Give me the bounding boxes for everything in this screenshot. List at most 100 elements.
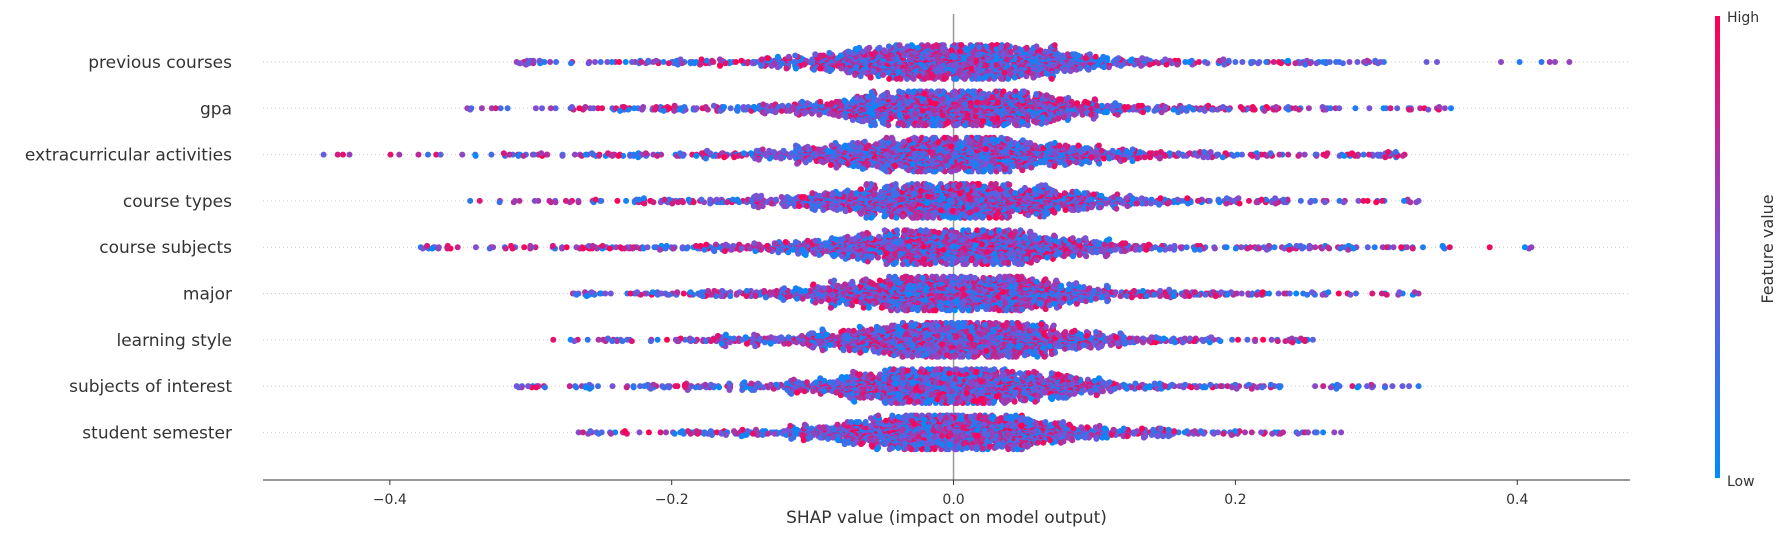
shap-point xyxy=(1146,61,1153,68)
shap-point xyxy=(937,122,944,129)
shap-point xyxy=(1066,111,1073,118)
shap-point xyxy=(817,65,823,72)
shap-point xyxy=(1091,96,1098,103)
shap-point xyxy=(968,65,975,72)
shap-point xyxy=(1109,147,1116,154)
shap-point xyxy=(1088,111,1095,118)
shap-point xyxy=(993,62,1000,68)
shap-point xyxy=(758,62,765,69)
shap-point xyxy=(910,89,917,95)
shap-point xyxy=(809,57,816,64)
shap-point xyxy=(973,134,980,141)
shap-point xyxy=(1085,100,1092,107)
shap-point xyxy=(738,57,745,64)
shap-point xyxy=(1113,56,1120,63)
shap-point xyxy=(936,88,943,95)
shap-point xyxy=(1387,105,1394,112)
shap-point xyxy=(1043,92,1050,99)
shap-point xyxy=(934,53,941,60)
shap-point xyxy=(1305,105,1312,112)
shap-point xyxy=(538,150,545,157)
shap-point xyxy=(691,60,698,67)
shap-point xyxy=(425,151,431,158)
shap-point xyxy=(1003,56,1010,63)
shap-point xyxy=(768,62,775,69)
shap-point xyxy=(1072,51,1078,58)
shap-point xyxy=(1239,59,1246,65)
shap-point xyxy=(792,65,799,72)
shap-point xyxy=(703,57,710,64)
shap-point xyxy=(886,75,893,82)
shap-point xyxy=(1138,62,1145,69)
shap-point xyxy=(1220,56,1227,63)
shap-point xyxy=(582,104,589,110)
shap-point xyxy=(1249,152,1256,159)
shap-point xyxy=(1239,151,1245,158)
shap-point xyxy=(1012,44,1019,51)
shap-point xyxy=(1448,105,1454,112)
shap-point xyxy=(921,90,928,97)
shap-point xyxy=(1155,60,1162,67)
shap-point xyxy=(1175,150,1182,157)
shap-point xyxy=(1382,154,1389,161)
shap-point xyxy=(793,110,800,117)
shap-point xyxy=(764,107,771,114)
shap-point xyxy=(536,57,543,64)
shap-point xyxy=(1423,59,1430,65)
shap-point xyxy=(732,59,739,65)
shap-point xyxy=(671,107,678,114)
shap-point xyxy=(679,60,686,67)
shap-point xyxy=(1109,102,1116,109)
shap-point xyxy=(938,65,945,72)
shap-point xyxy=(976,66,983,73)
shap-point xyxy=(709,57,716,64)
shap-point xyxy=(1292,60,1299,67)
shap-point xyxy=(529,151,536,158)
shap-point xyxy=(571,151,578,158)
shap-point xyxy=(828,142,835,149)
shap-point xyxy=(631,105,638,112)
shap-point xyxy=(779,60,786,67)
shap-point xyxy=(929,116,936,123)
shap-point xyxy=(987,168,994,175)
shap-point xyxy=(702,155,709,162)
shap-point xyxy=(816,111,823,118)
shap-point xyxy=(864,93,871,100)
shap-point xyxy=(998,75,1005,82)
shap-point xyxy=(1333,59,1340,65)
shap-point xyxy=(1174,61,1181,68)
shap-point xyxy=(874,97,881,104)
shap-point xyxy=(982,74,989,81)
shap-point xyxy=(867,118,874,125)
shap-point xyxy=(961,60,968,67)
shap-point xyxy=(500,150,507,157)
shap-point xyxy=(597,59,604,65)
shap-point xyxy=(772,109,779,116)
shap-point xyxy=(928,74,935,81)
shap-point xyxy=(960,55,967,62)
shap-point xyxy=(888,134,895,141)
shap-point xyxy=(1392,149,1399,155)
shap-point xyxy=(1088,154,1095,161)
shap-point xyxy=(722,60,729,67)
shap-point xyxy=(1156,155,1163,162)
shap-point xyxy=(883,134,890,141)
shap-point xyxy=(1394,105,1401,112)
shap-point xyxy=(1060,66,1067,73)
shap-point xyxy=(1103,109,1110,116)
shap-point xyxy=(638,59,645,65)
shap-point xyxy=(964,114,971,121)
shap-point xyxy=(1029,70,1036,77)
shap-point xyxy=(899,89,906,96)
shap-point xyxy=(988,42,995,49)
shap-point xyxy=(923,136,929,142)
shap-point xyxy=(1043,70,1050,77)
shap-point xyxy=(978,90,985,97)
shap-point xyxy=(1000,88,1007,95)
shap-point xyxy=(989,94,996,101)
shap-point xyxy=(1163,61,1170,68)
shap-point xyxy=(1018,72,1025,78)
shap-point xyxy=(794,160,801,167)
shap-point xyxy=(975,168,982,175)
